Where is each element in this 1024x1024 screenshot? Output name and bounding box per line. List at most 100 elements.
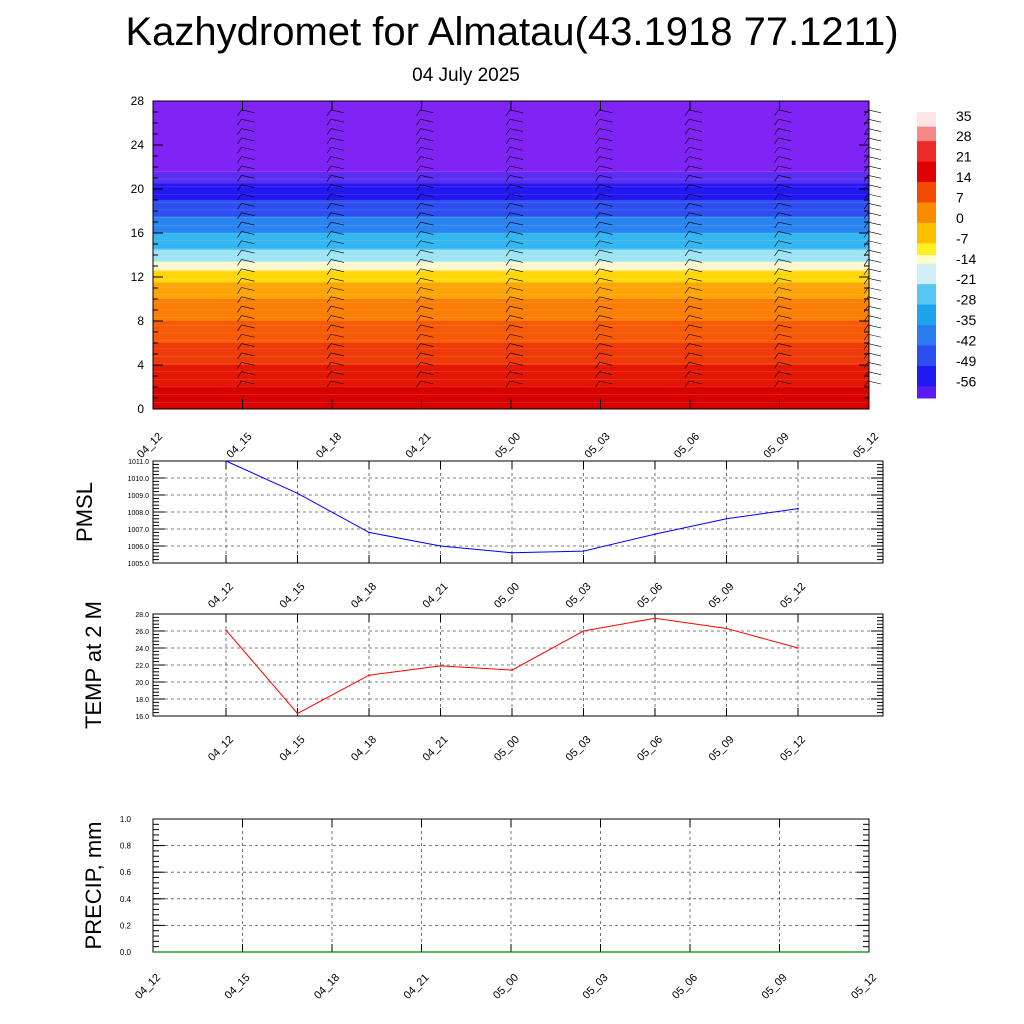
wind-barb xyxy=(241,249,255,254)
wind-barb xyxy=(599,156,613,160)
colorbar-label: -28 xyxy=(956,292,976,308)
x-tick-label: 04_18 xyxy=(312,972,342,1002)
wind-barb xyxy=(416,193,421,201)
x-tick-label: 05_06 xyxy=(672,431,702,461)
x-tick-label: 05_03 xyxy=(583,431,613,461)
wind-barb xyxy=(420,324,434,329)
wind-barb xyxy=(416,147,421,154)
wind-barb xyxy=(595,352,600,360)
wind-barb xyxy=(330,268,345,273)
y-tick-label: 0 xyxy=(137,402,144,416)
wind-barb xyxy=(330,324,345,329)
wind-barb xyxy=(505,119,511,126)
wind-barb xyxy=(420,352,434,357)
wind-barb xyxy=(505,268,511,275)
wind-barb xyxy=(330,343,345,347)
wind-barb xyxy=(241,371,255,375)
wind-barb xyxy=(330,128,345,132)
wind-barb xyxy=(688,212,703,216)
wind-barb xyxy=(867,146,882,151)
y-axis-label: PRECIP, mm xyxy=(81,822,106,950)
wind-barb xyxy=(237,165,242,173)
wind-barb xyxy=(330,118,345,123)
wind-barb xyxy=(867,240,882,245)
wind-barb xyxy=(237,184,242,191)
wind-barb xyxy=(684,165,690,173)
wind-barb xyxy=(599,287,613,291)
wind-barb xyxy=(330,109,345,114)
wind-barb xyxy=(774,184,779,191)
wind-barb xyxy=(599,315,613,319)
wind-barb xyxy=(774,315,779,322)
y-tick-label: 20.0 xyxy=(135,680,149,687)
wind-barb xyxy=(688,118,703,123)
wind-barb xyxy=(420,137,434,142)
wind-barb xyxy=(241,305,255,310)
wind-barb xyxy=(867,193,882,198)
y-tick-label: 1008.0 xyxy=(128,510,150,517)
wind-barb xyxy=(505,203,511,210)
y-tick-label: 1010.0 xyxy=(128,476,150,483)
wind-barb xyxy=(778,137,792,142)
wind-barb xyxy=(326,380,332,388)
wind-barb xyxy=(684,231,690,238)
wind-barb xyxy=(505,147,511,154)
wind-barb xyxy=(595,119,600,126)
colorbar-segment xyxy=(917,161,936,183)
wind-barb xyxy=(416,343,421,350)
wind-barb xyxy=(778,287,792,291)
heatmap-band xyxy=(153,282,869,299)
wind-barb xyxy=(684,137,690,145)
data-point xyxy=(725,518,728,520)
wind-barb xyxy=(237,193,242,201)
y-tick-label: 0.8 xyxy=(120,842,132,851)
wind-barb xyxy=(237,137,242,145)
precipitation-panel: 0.0 0.2 0.4 0.6 0.8 1.0 04_12 04_15 04_18 04_21 05… xyxy=(81,815,879,1002)
wind-barb xyxy=(684,147,690,154)
wind-barb xyxy=(416,240,421,247)
wind-barb xyxy=(330,380,345,385)
wind-barb xyxy=(237,343,242,350)
wind-barb xyxy=(326,175,332,182)
wind-barb xyxy=(241,146,255,151)
wind-barb xyxy=(774,221,779,229)
wind-barb xyxy=(684,277,690,285)
wind-barb xyxy=(684,352,690,360)
wind-barb xyxy=(326,203,332,210)
wind-barb xyxy=(509,315,524,319)
wind-barb xyxy=(416,268,421,275)
wind-barb xyxy=(774,137,779,145)
wind-barb xyxy=(599,146,613,151)
y-tick-label: 1011.0 xyxy=(128,459,149,466)
x-tick-label: 05_03 xyxy=(564,734,594,764)
colorbar-label: 28 xyxy=(956,128,972,144)
x-tick-label: 04_12 xyxy=(133,972,163,1002)
wind-barb xyxy=(505,249,511,257)
wind-barb xyxy=(684,315,690,322)
wind-barb xyxy=(416,315,421,322)
wind-barb xyxy=(416,249,421,257)
wind-barb xyxy=(867,287,882,291)
wind-barb xyxy=(241,184,255,188)
wind-barb xyxy=(688,259,703,263)
wind-barb xyxy=(420,380,434,385)
wind-barb xyxy=(867,259,882,263)
wind-barb xyxy=(416,165,421,173)
wind-barb xyxy=(684,193,690,201)
wind-barb xyxy=(330,203,345,207)
wind-barb xyxy=(509,240,524,245)
wind-barb xyxy=(420,362,434,366)
x-tick-label: 05_12 xyxy=(778,581,808,611)
wind-barb xyxy=(688,231,703,235)
wind-barb xyxy=(420,203,434,207)
wind-barb xyxy=(863,231,869,238)
wind-barb xyxy=(416,137,421,145)
wind-barb xyxy=(863,221,869,229)
wind-barb xyxy=(688,109,703,114)
wind-barb xyxy=(330,165,345,170)
wind-barb xyxy=(595,231,600,238)
data-point xyxy=(797,507,799,510)
wind-barb xyxy=(867,109,882,114)
wind-barb xyxy=(509,352,524,357)
wind-barb xyxy=(326,249,332,257)
